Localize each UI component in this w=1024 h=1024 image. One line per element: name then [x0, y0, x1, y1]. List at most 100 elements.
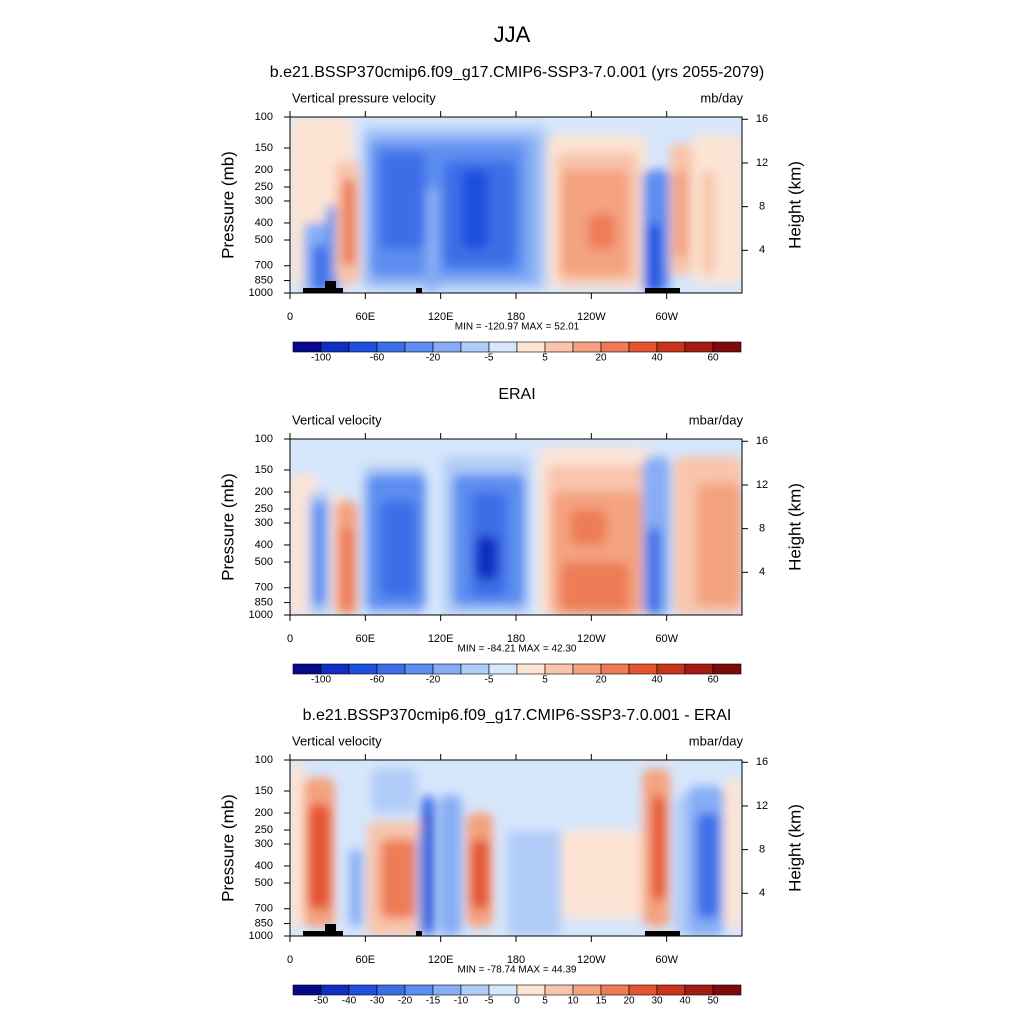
topography	[645, 931, 680, 936]
field-shading	[290, 760, 742, 936]
colorbar-label: -5	[485, 996, 494, 1007]
colorbar-label: -5	[485, 675, 494, 686]
colorbar-box	[460, 341, 490, 353]
y-tick-label: 700	[255, 903, 273, 915]
colorbar-box	[656, 663, 686, 675]
y-tick-label: 300	[255, 838, 273, 850]
colorbar-box	[600, 341, 630, 353]
right-label: mbar/day	[689, 733, 744, 748]
field-region	[439, 795, 462, 936]
y-tick-label: 150	[255, 785, 273, 797]
field-region	[561, 562, 629, 612]
colorbar-label: -10	[454, 996, 469, 1007]
y-tick-label: 400	[255, 539, 273, 551]
colorbar-box	[656, 341, 686, 353]
colorbar-box	[488, 341, 518, 353]
colorbar-label: -5	[485, 353, 494, 364]
y2-tick-label: 16	[756, 756, 768, 768]
y-tick-label: 200	[255, 486, 273, 498]
colorbar-box	[348, 663, 378, 675]
colorbar-label: -20	[426, 675, 441, 686]
y-tick-label: 150	[255, 142, 273, 154]
topography	[645, 288, 680, 293]
field-region	[425, 187, 440, 293]
y-tick-label: 1000	[249, 287, 273, 299]
colorbar-label: -50	[314, 996, 329, 1007]
y2-axis-title: Height (km)	[785, 483, 804, 571]
right-label: mbar/day	[689, 412, 744, 427]
y-tick-label: 150	[255, 464, 273, 476]
colorbar-box	[628, 984, 658, 996]
colorbar-box	[348, 341, 378, 353]
field-region	[461, 169, 489, 249]
contour-field	[290, 439, 742, 615]
field-region	[475, 535, 498, 580]
field-region	[674, 169, 688, 258]
colorbar-box	[516, 341, 546, 353]
colorbar-label: 60	[707, 675, 719, 686]
y-tick-label: 850	[255, 596, 273, 608]
y-tick-label: 200	[255, 807, 273, 819]
y2-axis-title: Height (km)	[785, 804, 804, 892]
colorbar-box	[348, 984, 378, 996]
figure-title: JJA	[494, 22, 531, 47]
colorbar-box	[460, 663, 490, 675]
colorbar-label: 5	[542, 353, 548, 364]
field-region	[647, 222, 661, 293]
left-label: Vertical pressure velocity	[292, 90, 436, 105]
x-tick-label: 0	[287, 633, 293, 645]
y-tick-label: 200	[255, 164, 273, 176]
colorbar-box	[376, 341, 406, 353]
left-label: Vertical velocity	[292, 412, 382, 427]
colorbar-box	[292, 341, 322, 353]
field-region	[651, 795, 666, 901]
colorbar-label: -60	[370, 675, 385, 686]
x-tick-label: 120W	[577, 633, 606, 645]
colorbar-box	[320, 663, 350, 675]
y-tick-label: 100	[255, 754, 273, 766]
y-tick-label: 100	[255, 111, 273, 123]
stats-label: MIN = -84.21 MAX = 42.30	[458, 644, 577, 655]
panel: b.e21.BSSP370cmip6.f09_g17.CMIP6-SSP3-7.…	[218, 707, 804, 1006]
colorbar-label: 20	[623, 996, 635, 1007]
colorbar-box	[712, 984, 742, 996]
colorbar-label: 0	[514, 996, 520, 1007]
x-tick-label: 180	[507, 633, 525, 645]
colorbar-box	[572, 341, 602, 353]
topography	[416, 931, 422, 936]
y2-tick-label: 4	[759, 244, 765, 256]
field-region	[371, 768, 417, 813]
y2-tick-label: 8	[759, 844, 765, 856]
colorbar-label: -60	[370, 353, 385, 364]
stats-label: MIN = -120.97 MAX = 52.01	[455, 322, 580, 333]
colorbar-box	[628, 663, 658, 675]
field-region	[561, 830, 643, 919]
x-tick-label: 60W	[655, 954, 678, 966]
colorbar-box	[292, 663, 322, 675]
field-region	[380, 152, 426, 249]
colorbar-box	[684, 984, 714, 996]
colorbar-label: 40	[651, 675, 663, 686]
x-tick-label: 120E	[428, 954, 454, 966]
colorbar-box	[600, 663, 630, 675]
y-tick-label: 100	[255, 433, 273, 445]
left-label: Vertical velocity	[292, 733, 382, 748]
colorbar-box	[600, 984, 630, 996]
field-region	[380, 500, 417, 598]
colorbar-label: -40	[342, 996, 357, 1007]
field-region	[696, 812, 720, 919]
x-tick-label: 60W	[655, 311, 678, 323]
panel: b.e21.BSSP370cmip6.f09_g17.CMIP6-SSP3-7.…	[218, 64, 804, 363]
colorbar-box	[404, 984, 434, 996]
y2-tick-label: 12	[756, 479, 768, 491]
colorbar-label: 60	[707, 353, 719, 364]
colorbar-label: 20	[595, 353, 607, 364]
x-tick-label: 180	[507, 311, 525, 323]
colorbar-box	[544, 663, 574, 675]
y-tick-label: 250	[255, 824, 273, 836]
y2-tick-label: 4	[759, 887, 765, 899]
y-tick-label: 500	[255, 556, 273, 568]
field-region	[506, 830, 562, 936]
x-tick-label: 120E	[428, 633, 454, 645]
colorbar-box	[712, 341, 742, 353]
